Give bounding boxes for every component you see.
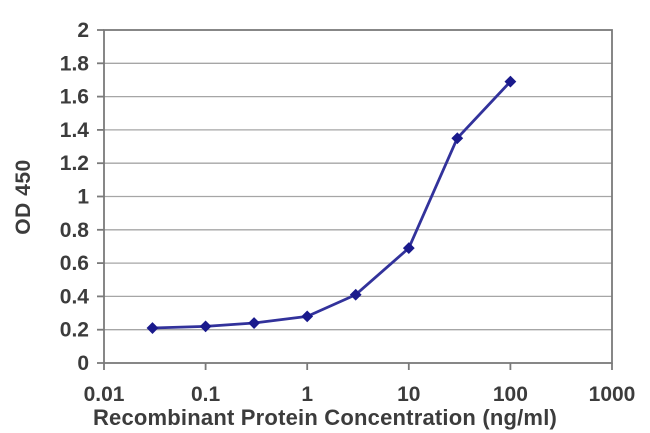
y-tick-label: 0.6	[60, 252, 89, 275]
x-tick-label: 10	[397, 383, 420, 406]
x-tick-label: 0.01	[84, 383, 125, 406]
data-point-marker	[146, 322, 159, 334]
y-tick-label: 0.8	[60, 219, 90, 242]
y-axis-title: OD 450	[12, 159, 35, 235]
x-tick-label: 1	[301, 383, 313, 406]
data-point-marker	[504, 75, 517, 88]
y-tick-label: 1.6	[60, 86, 89, 109]
data-point-marker	[248, 317, 260, 329]
y-tick-label: 1.2	[60, 152, 89, 175]
y-tick-label: 0.4	[60, 285, 90, 308]
y-tick-label: 1	[77, 186, 89, 209]
data-point-marker	[402, 242, 415, 255]
x-tick-label: 0.1	[191, 383, 221, 406]
series-line	[151, 80, 512, 330]
y-tick-label: 0.2	[60, 319, 89, 342]
y-tick-label: 1.4	[60, 119, 90, 142]
data-point-marker	[199, 320, 212, 333]
y-tick-label: 2	[77, 19, 89, 42]
x-axis-title: Recombinant Protein Concentration (ng/ml…	[92, 405, 558, 430]
y-tick-label: 0	[77, 352, 89, 375]
y-tick-label: 1.8	[60, 52, 90, 75]
data-point-marker	[349, 288, 362, 301]
x-tick-label: 100	[493, 383, 528, 406]
x-tick-label: 1000	[589, 383, 636, 406]
data-point-marker	[301, 310, 314, 323]
data-point-marker	[451, 132, 464, 145]
